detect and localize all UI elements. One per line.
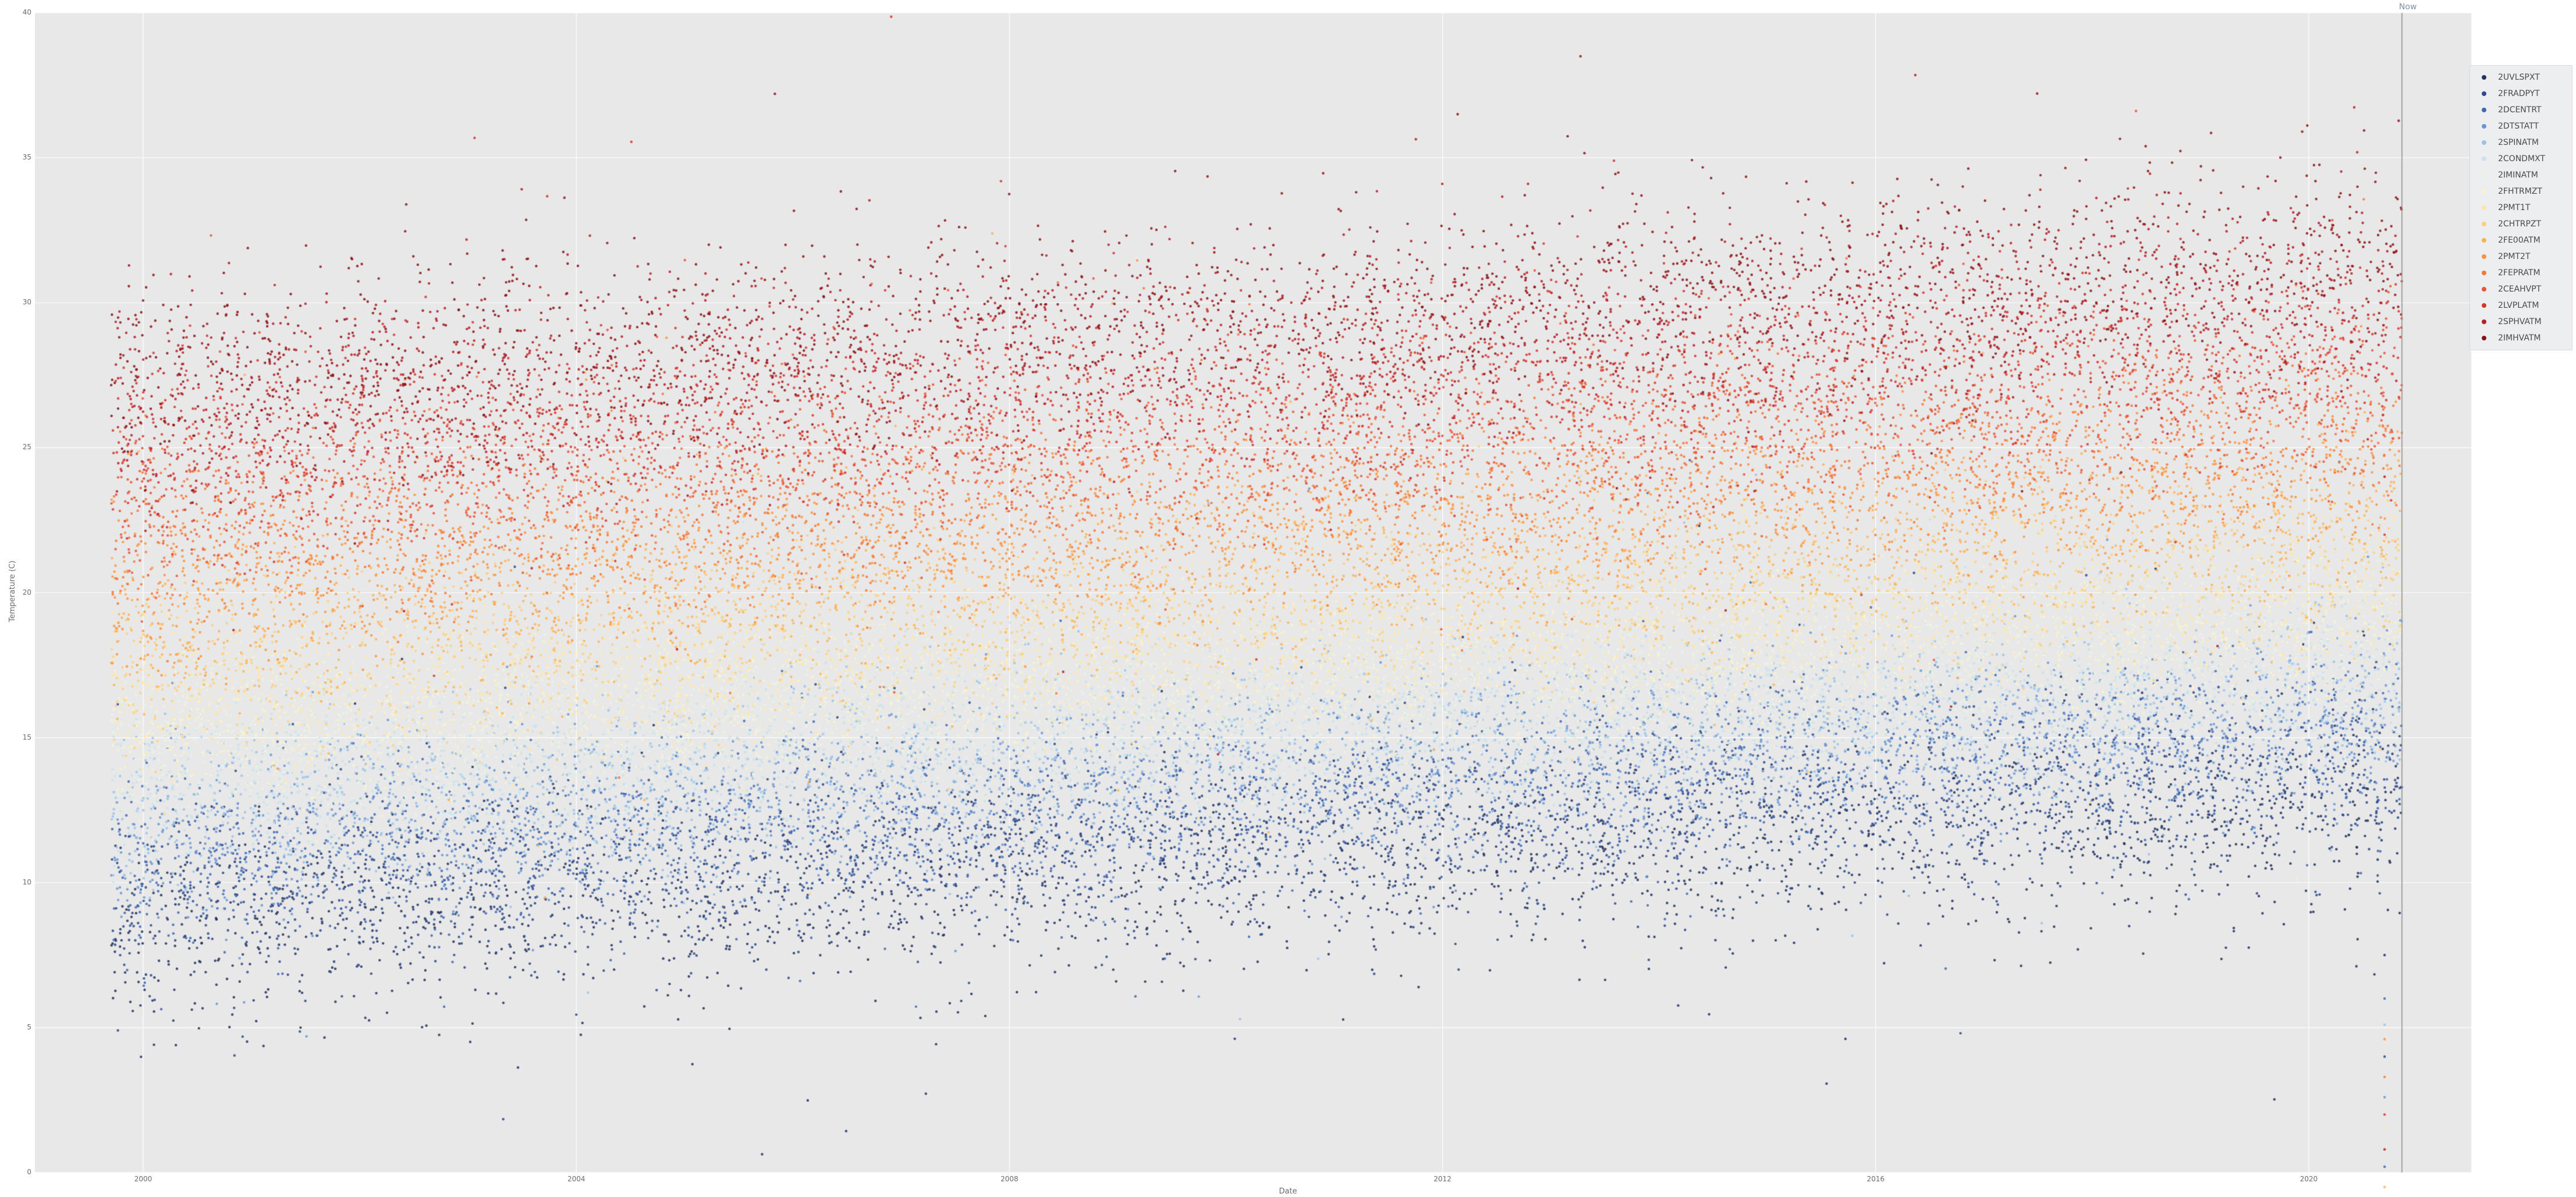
legend-item: 2PMT2T: [2476, 248, 2566, 265]
legend-label: 2DTSTATT: [2498, 122, 2539, 131]
legend-label: 2SPINATM: [2498, 138, 2539, 147]
legend-label: 2CONDMXT: [2498, 154, 2545, 164]
legend-marker-icon: [2482, 254, 2486, 259]
legend-label: 2FHTRMZT: [2498, 187, 2542, 196]
legend-marker-icon: [2482, 173, 2486, 177]
legend-marker-icon: [2482, 271, 2486, 275]
legend-marker-icon: [2482, 157, 2486, 161]
legend-label: 2FRADPYT: [2498, 89, 2540, 98]
legend-marker-icon: [2482, 319, 2486, 324]
y-tick-label: 35: [8, 153, 31, 161]
y-tick-label: 40: [8, 8, 31, 16]
legend-marker-icon: [2482, 75, 2486, 80]
legend-label: 2CHTRPZT: [2498, 219, 2541, 229]
legend-item: 2PMT1T: [2476, 200, 2566, 216]
x-tick-label: 2016: [1864, 1175, 1887, 1183]
legend-label: 2PMT1T: [2498, 203, 2530, 212]
legend-item: 2DCENTRT: [2476, 102, 2566, 118]
x-axis-label: Date: [1279, 1187, 1297, 1196]
y-tick-label: 0: [8, 1168, 31, 1176]
legend-item: 2FHTRMZT: [2476, 183, 2566, 200]
legend-swatch: [2476, 303, 2492, 308]
legend-marker-icon: [2482, 222, 2486, 226]
y-tick-label: 5: [8, 1023, 31, 1031]
x-tick-label: 2008: [998, 1175, 1021, 1183]
legend-item: 2LVPLATM: [2476, 297, 2566, 314]
legend-swatch: [2476, 271, 2492, 275]
legend-swatch: [2476, 222, 2492, 226]
y-tick-label: 15: [8, 733, 31, 741]
legend: 2UVLSPXT 2FRADPYT 2DCENTRT 2DTSTATT 2SPINATM…: [2469, 65, 2573, 350]
legend-item: 2IMHVATM: [2476, 330, 2566, 346]
legend-marker-icon: [2482, 336, 2486, 340]
legend-marker-icon: [2482, 303, 2486, 308]
legend-label: 2IMINATM: [2498, 171, 2538, 180]
scatter-plot-canvas: [0, 0, 2576, 1197]
legend-item: 2CONDMXT: [2476, 151, 2566, 167]
legend-item: 2UVLSPXT: [2476, 69, 2566, 86]
legend-marker-icon: [2482, 287, 2486, 292]
legend-swatch: [2476, 319, 2492, 324]
legend-marker-icon: [2482, 124, 2486, 129]
legend-item: 2FE00ATM: [2476, 232, 2566, 248]
figure-root: Iteration 0 | Updated as of 2020-Nov-11 …: [0, 0, 2576, 1197]
legend-item: 2SPINATM: [2476, 134, 2566, 151]
legend-swatch: [2476, 189, 2492, 194]
legend-marker-icon: [2482, 140, 2486, 145]
legend-swatch: [2476, 157, 2492, 161]
legend-swatch: [2476, 108, 2492, 112]
x-tick-label: 2012: [1431, 1175, 1454, 1183]
legend-swatch: [2476, 173, 2492, 177]
legend-item: 2IMINATM: [2476, 167, 2566, 183]
legend-item: 2CHTRPZT: [2476, 216, 2566, 232]
legend-swatch: [2476, 124, 2492, 129]
y-tick-label: 30: [8, 298, 31, 306]
y-tick-label: 25: [8, 443, 31, 451]
legend-label: 2PMT2T: [2498, 252, 2530, 261]
legend-swatch: [2476, 140, 2492, 145]
x-tick-label: 2020: [2297, 1175, 2320, 1183]
legend-item: 2FEPRATM: [2476, 265, 2566, 281]
legend-label: 2LVPLATM: [2498, 301, 2539, 310]
legend-swatch: [2476, 238, 2492, 243]
legend-marker-icon: [2482, 189, 2486, 194]
legend-label: 2SPHVATM: [2498, 317, 2542, 326]
legend-swatch: [2476, 287, 2492, 292]
figure: Iteration 0 | Updated as of 2020-Nov-11 …: [0, 0, 2576, 1197]
legend-swatch: [2476, 75, 2492, 80]
legend-label: 2UVLSPXT: [2498, 73, 2540, 82]
now-line-label: Now: [2399, 2, 2417, 12]
legend-swatch: [2476, 205, 2492, 210]
legend-marker-icon: [2482, 238, 2486, 243]
legend-label: 2DCENTRT: [2498, 105, 2542, 115]
legend-item: 2SPHVATM: [2476, 314, 2566, 330]
legend-item: 2FRADPYT: [2476, 86, 2566, 102]
x-tick-label: 2000: [132, 1175, 155, 1183]
legend-marker-icon: [2482, 91, 2486, 96]
y-tick-label: 10: [8, 878, 31, 886]
legend-item: 2DTSTATT: [2476, 118, 2566, 134]
legend-marker-icon: [2482, 205, 2486, 210]
legend-swatch: [2476, 91, 2492, 96]
x-tick-label: 2004: [565, 1175, 588, 1183]
y-axis-label: Temperature (C): [8, 560, 17, 622]
legend-label: 2FEPRATM: [2498, 268, 2540, 278]
legend-swatch: [2476, 254, 2492, 259]
legend-label: 2FE00ATM: [2498, 236, 2540, 245]
legend-label: 2IMHVATM: [2498, 333, 2540, 343]
legend-label: 2CEAHVPT: [2498, 285, 2541, 294]
legend-swatch: [2476, 336, 2492, 340]
legend-marker-icon: [2482, 108, 2486, 112]
legend-item: 2CEAHVPT: [2476, 281, 2566, 297]
